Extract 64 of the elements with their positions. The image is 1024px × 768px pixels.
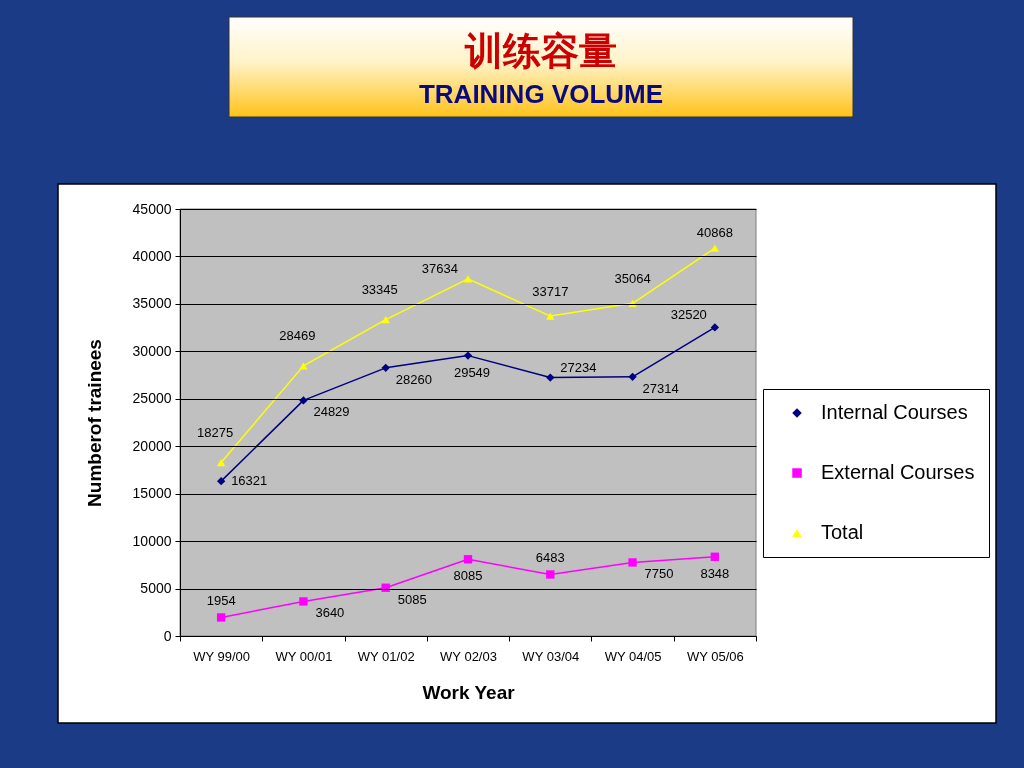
point [216,476,226,486]
point [628,299,637,307]
y-tick-label: 0 [163,627,172,644]
data-label: 29549 [453,364,491,380]
point [546,312,555,320]
y-tick-label: 30000 [132,342,172,359]
legend-label: Internal Courses [821,401,968,423]
point [463,555,473,564]
data-label: 27234 [560,359,597,375]
x-tick-label: WY 00/01 [275,648,333,664]
point [381,363,390,373]
data-label: 35064 [614,271,651,287]
point [463,275,473,283]
point [463,351,473,360]
point [216,458,226,467]
data-label: 16321 [231,473,268,489]
point [710,323,720,332]
x-tick-label: WY 05/06 [686,648,744,664]
point [710,552,720,561]
data-label: 28260 [395,371,432,387]
data-label: 18275 [197,424,234,440]
point [628,558,637,567]
data-label: 33717 [532,284,569,300]
data-label: 5085 [397,591,427,607]
data-label: 6483 [535,550,565,566]
y-tick-label: 25000 [132,390,172,407]
data-label: 40868 [696,225,733,241]
data-label: 27314 [642,380,679,396]
data-label: 37634 [421,260,458,276]
y-tick-label: 5000 [140,580,172,597]
legend-label: Total [821,521,864,543]
y-tick-label: 35000 [132,295,172,312]
data-label: 7750 [644,566,674,582]
point [710,244,720,252]
x-tick-label: WY 04/05 [604,648,662,664]
x-axis-title: Work Year [422,681,516,703]
y-axis-title: Numberof trainees [83,339,105,507]
y-tick-label: 45000 [132,200,172,217]
point [628,372,637,381]
x-tick-label: WY 99/00 [193,648,251,664]
data-label: 28469 [279,327,316,343]
x-tick-label: WY 03/04 [522,648,580,664]
y-tick-label: 20000 [132,437,172,454]
data-label: 32520 [670,307,707,323]
x-tick-label: WY 01/02 [357,648,415,664]
data-label: 24829 [313,404,350,420]
y-tick-label: 40000 [132,247,172,264]
point [299,597,308,606]
point [216,613,226,622]
y-tick-label: 10000 [132,532,172,549]
point [299,396,308,405]
point [381,315,390,324]
data-label: 8348 [700,565,730,581]
y-tick-label: 15000 [132,485,172,502]
point [546,570,555,579]
data-label: 8085 [453,568,483,584]
data-label: 3640 [315,605,345,621]
point [546,373,555,382]
chart-title: 训练容量 [464,28,617,73]
data-label: 33345 [361,281,398,297]
chart-subtitle: TRAINING VOLUME [418,79,664,109]
legend-label: External Courses [821,461,975,483]
data-label: 1954 [206,593,236,609]
x-tick-label: WY 02/03 [440,648,497,664]
